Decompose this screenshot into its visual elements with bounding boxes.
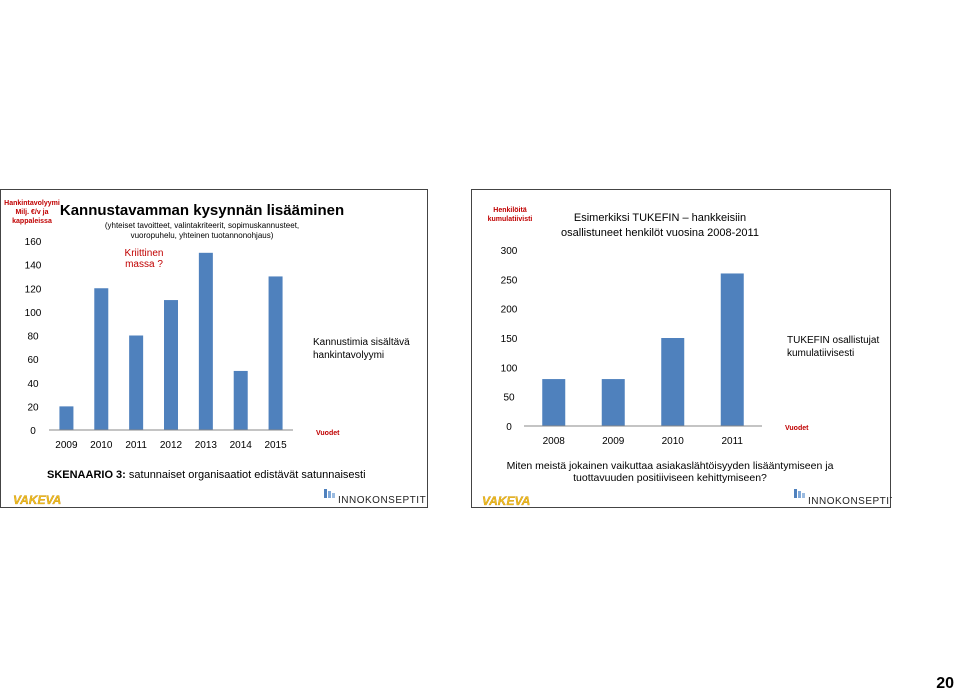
y-tick-label: 250 — [501, 275, 518, 286]
y-axis-unit-line-1: Hankintavolyymi — [4, 200, 60, 207]
y-tick-label: 160 — [25, 237, 42, 248]
y-tick-label: 300 — [501, 246, 518, 257]
y-tick-label: 0 — [506, 422, 512, 433]
slide-2-title-line-2: osallistuneet henkilöt vuosina 2008-2011 — [561, 227, 759, 239]
innokonseptit-logo-mark — [794, 489, 805, 498]
slide-1-subtitle-line-2: vuoropuhelu, yhteinen tuotannonohjaus) — [131, 231, 274, 240]
y-tick-label: 40 — [27, 379, 39, 390]
legend-2-line-2: kumulatiivisesti — [787, 348, 854, 359]
y-axis-unit-line-2: Milj. €/v ja — [15, 209, 48, 216]
bar-2009 — [601, 379, 625, 426]
innokonseptit-logo-text: INNOKONSEPTIT — [808, 496, 892, 507]
slide-1-subtitle-line-1: (yhteiset tavoitteet, valintakriteerit, … — [105, 221, 299, 230]
x-tick-label: 2012 — [160, 440, 183, 451]
y-tick-label: 80 — [27, 332, 39, 343]
y-tick-label: 140 — [25, 261, 42, 272]
x-tick-label: 2013 — [195, 440, 218, 451]
x-tick-label: 2010 — [662, 436, 685, 447]
y-tick-label: 200 — [501, 305, 518, 316]
y-tick-label: 20 — [27, 402, 39, 413]
innokonseptit-logo-mark — [324, 489, 335, 498]
y-tick-label: 100 — [501, 363, 518, 374]
x-tick-label: 2014 — [230, 440, 253, 451]
chart-2-y-ticks: 0 50 100 150 200 250 300 — [501, 246, 518, 433]
scenario-caption: SKENAARIO 3: satunnaiset organisaatiot e… — [47, 469, 366, 481]
bar-2011 — [129, 335, 144, 430]
slide-2-title-line-1: Esimerkiksi TUKEFIN – hankkeisiin — [574, 212, 746, 224]
vakeva-logo: VAKEVA — [482, 494, 530, 508]
slide-1: Hankintavolyymi Milj. €/v ja kappaleissa… — [0, 189, 428, 508]
y-tick-label: 50 — [503, 393, 515, 404]
bar-2010 — [94, 288, 109, 430]
chart-2-x-ticks: 2008 2009 2010 2011 — [543, 436, 744, 447]
annotation-line-1: Kriittinen — [125, 248, 164, 259]
bar-2009 — [59, 406, 74, 430]
x-tick-label: 2009 — [55, 440, 78, 451]
y-tick-label: 0 — [30, 426, 36, 437]
slide-2: Henkilöitä kumulatiivisti Esimerkiksi TU… — [471, 189, 892, 508]
legend-1-line-1: Kannustimia sisältävä — [313, 337, 410, 348]
bar-2010 — [661, 338, 685, 426]
footer-question-line-2: tuottavuuden positiiviseen kehittymiseen… — [573, 472, 767, 484]
y-axis-unit-line-3: kappaleissa — [12, 218, 52, 225]
bar-2015 — [268, 276, 283, 430]
x-axis-label-1: Vuodet — [316, 430, 340, 437]
chart-2-bars — [542, 273, 744, 426]
footer-question-line-1: Miten meistä jokainen vaikuttaa asiakasl… — [507, 460, 834, 472]
innokonseptit-logo-text: INNOKONSEPTIT — [338, 495, 426, 506]
date-label: 11.1.2012 — [881, 0, 956, 20]
chart-1-bars — [59, 252, 283, 430]
x-tick-label: 2015 — [264, 440, 287, 451]
annotation-line-2: massa ? — [125, 259, 163, 270]
bar-2014 — [233, 370, 248, 430]
header-bar — [0, 0, 960, 20]
y-tick-label: 100 — [25, 308, 42, 319]
chart-1-y-ticks: 0 20 40 60 80 100 120 140 160 — [25, 237, 42, 437]
bar-2008 — [542, 379, 566, 426]
x-tick-label: 2008 — [543, 436, 566, 447]
x-tick-label: 2009 — [602, 436, 625, 447]
chart-2-svg: Henkilöitä kumulatiivisti Esimerkiksi TU… — [482, 207, 892, 508]
y-tick-label: 150 — [501, 334, 518, 345]
x-tick-label: 2010 — [90, 440, 113, 451]
y-tick-label: 120 — [25, 284, 42, 295]
bar-2011 — [720, 273, 744, 426]
x-axis-label-2: Vuodet — [785, 425, 809, 432]
legend-2-line-1: TUKEFIN osallistujat — [787, 335, 879, 346]
x-tick-label: 2011 — [721, 436, 743, 447]
page-number: 20 — [936, 675, 954, 692]
chart-1-x-ticks: 2009 2010 2011 2012 2013 2014 2015 — [55, 440, 287, 451]
y-axis-unit-line-1: Henkilöitä — [493, 207, 527, 214]
bar-2013 — [198, 252, 213, 430]
chart-1-svg: Hankintavolyymi Milj. €/v ja kappaleissa… — [4, 200, 426, 507]
y-tick-label: 60 — [27, 355, 39, 366]
slide-1-title: Kannustavamman kysynnän lisääminen — [60, 202, 344, 219]
y-axis-unit-line-2: kumulatiivisti — [488, 216, 533, 223]
x-tick-label: 2011 — [125, 440, 147, 451]
vakeva-logo: VAKEVA — [13, 493, 61, 507]
legend-1-line-2: hankintavolyymi — [313, 350, 384, 361]
bar-2012 — [164, 300, 178, 430]
